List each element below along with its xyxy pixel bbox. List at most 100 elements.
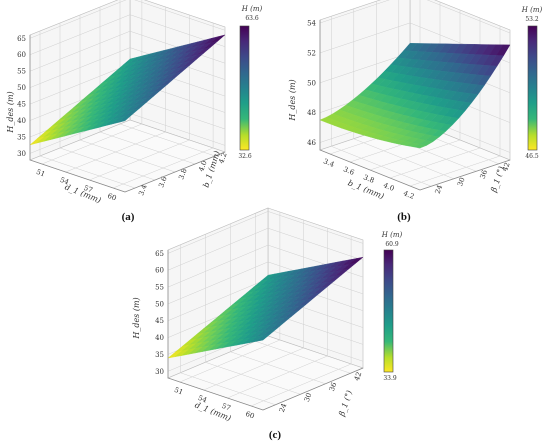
caption-c: (c) (269, 429, 282, 441)
y-gridline (99, 131, 196, 165)
cb-title-b: H (m) (521, 6, 543, 14)
y-tick-label: 3.4 (137, 183, 149, 197)
cb-title-a: H (m) (241, 5, 263, 13)
y-tick-label: 30 (456, 176, 467, 187)
y-tick-label: 36 (328, 381, 339, 393)
z-tick-label: 54 (307, 19, 316, 27)
x-tick-label: 57 (82, 184, 93, 195)
zlabel-a: H_des (m) (6, 91, 15, 133)
z-tick-label: 40 (155, 334, 164, 342)
y-gridline (180, 372, 276, 406)
surface-patch (412, 143, 428, 149)
x-gridline (203, 220, 304, 391)
y-gridline (119, 123, 216, 157)
z-tick-label: 65 (17, 35, 26, 43)
x-gridline (251, 236, 352, 407)
cb-min-a: 32.6 (238, 153, 252, 160)
y-tick-label: 4.0 (197, 159, 208, 172)
y-gridline (79, 139, 176, 173)
z-tick-label: 60 (17, 51, 26, 59)
x-tick-label: 3.4 (322, 157, 336, 169)
panel-a: 3035404550556065515457603.43.63.84.04.2 … (6, 0, 262, 223)
y-tick-label: 24 (278, 402, 289, 414)
y-tick-label: 42 (501, 161, 512, 172)
z-tick-label: 55 (155, 284, 164, 292)
z-tick-label: 50 (155, 300, 164, 308)
surface-b (319, 20, 511, 191)
y-gridline (205, 362, 301, 395)
surface-patch (256, 334, 271, 342)
cb-min-c: 33.9 (383, 375, 397, 382)
y-gridline (39, 155, 136, 189)
cb-title-c: H (m) (381, 231, 403, 239)
x-tick-label: 3.6 (342, 165, 356, 177)
panel-b: 46 48 50 52 54 3.4 3.6 3.8 4.0 4.2 24 30 36 42 H_des … (288, 0, 542, 223)
x-tick-label: 54 (59, 176, 71, 187)
y-tick-label: 30 (303, 392, 314, 403)
x-tick-label: 60 (106, 192, 117, 203)
z-tick-label: 55 (17, 68, 26, 76)
cb-min-b: 46.5 (525, 153, 539, 160)
z-tick-label: 35 (155, 351, 164, 359)
z-tick-label: 30 (155, 368, 164, 376)
z-tick-label: 45 (17, 101, 26, 109)
z-tick-label: 35 (17, 133, 26, 141)
cb-max-c: 60.9 (385, 241, 399, 248)
x-gridline (409, 26, 501, 187)
colorbar-c (383, 249, 394, 373)
x-tick-label: 57 (220, 402, 231, 413)
z-tick-label: 30 (17, 150, 26, 158)
z-gridline (167, 211, 364, 254)
y-tick-label: 4.2 (217, 151, 228, 164)
z-tick-label: 48 (307, 109, 316, 117)
colorbar-b (527, 25, 538, 151)
x-tick-label: 4.2 (402, 189, 415, 201)
surface-a (29, 34, 226, 193)
y-tick-label: 3.6 (157, 175, 169, 189)
caption-b: (b) (397, 211, 411, 223)
axis-edges (167, 250, 364, 411)
axis-edges (29, 35, 226, 193)
cb-max-a: 63.6 (245, 15, 259, 22)
x-gridline (179, 212, 281, 383)
ylabel-b: β_1 (°) (489, 165, 506, 194)
y-tick-label: 36 (479, 168, 490, 180)
z-tick-label: 46 (307, 139, 316, 147)
x-gridline (65, 7, 166, 173)
y-gridline (353, 138, 454, 180)
zlabel-c: H_des (m) (132, 297, 141, 339)
z-tick-label: 40 (17, 117, 26, 125)
zlabel-b: H_des (m) (288, 79, 297, 121)
panel-c: 30 35 40 45 50 55 60 65 51 54 57 60 24 30 36 42 H_des (… (132, 207, 403, 441)
z-gridline (29, 0, 226, 39)
z-tick-label: 60 (155, 267, 164, 275)
x-tick-label: 3.8 (362, 173, 375, 185)
surface-patch (118, 114, 133, 123)
z-tick-label: 52 (307, 49, 316, 57)
x-tick-label: 51 (35, 168, 46, 179)
z-tick-label: 50 (17, 84, 26, 92)
ylabel-c: β_1 (°) (337, 389, 354, 418)
z-gridline (29, 47, 226, 88)
x-gridline (113, 23, 214, 189)
y-gridline (255, 341, 351, 374)
x-tick-label: 4.0 (382, 181, 395, 193)
y-tick-label: 3.8 (177, 167, 188, 180)
x-tick-label: 51 (173, 386, 184, 397)
x-tick-label: 54 (197, 394, 209, 405)
caption-a: (a) (122, 211, 135, 223)
surface-c (167, 250, 364, 411)
colorbar-a (239, 25, 250, 151)
y-gridline (230, 351, 326, 385)
z-gridline (319, 0, 511, 34)
cb-max-b: 53.2 (525, 16, 539, 23)
y-tick-label: 24 (434, 183, 445, 195)
y-gridline (331, 146, 432, 187)
z-tick-label: 45 (155, 317, 164, 325)
y-tick-label: 42 (353, 371, 364, 382)
z-gridline (167, 227, 364, 271)
x-gridline (41, 0, 143, 165)
z-gridline (29, 14, 226, 55)
x-tick-label: 60 (244, 410, 255, 421)
